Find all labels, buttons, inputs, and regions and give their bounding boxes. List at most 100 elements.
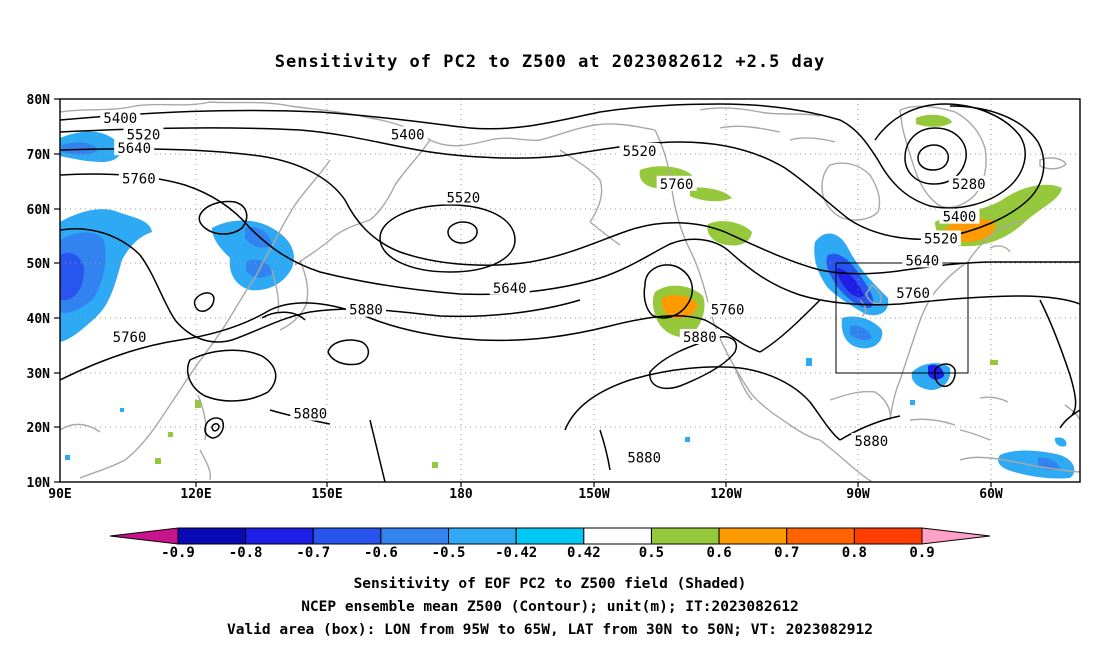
colorbar-under-arrow bbox=[109, 527, 179, 545]
lon-label: 90W bbox=[846, 487, 870, 502]
colorbar-tick-label: -0.9 bbox=[161, 545, 195, 561]
lon-label: 150W bbox=[578, 487, 609, 502]
lon-label: 120E bbox=[180, 487, 211, 502]
colorbar-tick-label: -0.5 bbox=[432, 545, 466, 561]
contour-label: 5640 bbox=[117, 141, 151, 157]
lat-ticks bbox=[54, 98, 60, 483]
lon-label: 90E bbox=[48, 487, 71, 502]
contour-label: 5880 bbox=[683, 330, 717, 346]
colorbar-tick-label: 0.8 bbox=[842, 545, 867, 561]
colorbar-cell bbox=[786, 527, 855, 545]
contour-label: 5280 bbox=[952, 177, 986, 193]
longitude-labels: 90E 120E 150E 180 150W 120W 90W 60W bbox=[48, 487, 1003, 502]
contour-label-bg bbox=[939, 208, 980, 224]
contour-label-bg bbox=[851, 432, 892, 448]
colorbar-cell bbox=[718, 527, 788, 545]
caption-line-1: Sensitivity of EOF PC2 to Z500 field (Sh… bbox=[354, 576, 747, 592]
map-frame bbox=[59, 98, 1081, 483]
contour-label: 5880 bbox=[349, 303, 383, 319]
lat-label: 80N bbox=[27, 93, 51, 108]
lon-label: 120W bbox=[710, 487, 741, 502]
colorbar-tick-label: 0.9 bbox=[909, 545, 934, 561]
colorbar-tick-label: -0.7 bbox=[296, 545, 330, 561]
colorbar-over-arrow bbox=[921, 527, 991, 545]
colorbar-cell bbox=[583, 527, 652, 545]
colorbar-cell bbox=[177, 527, 247, 545]
colorbar-cell bbox=[245, 527, 314, 545]
z500-contours bbox=[60, 103, 1080, 482]
contour-label: 5520 bbox=[447, 190, 481, 206]
contour-label-bg bbox=[114, 140, 155, 156]
lon-label: 60W bbox=[979, 487, 1003, 502]
caption-line-2: NCEP ensemble mean Z500 (Contour); unit(… bbox=[301, 599, 799, 615]
colorbar-cell bbox=[515, 527, 585, 545]
figure-title: Sensitivity of PC2 to Z500 at 2023082612… bbox=[275, 52, 826, 72]
colorbar-tick-label: 0.42 bbox=[567, 545, 601, 561]
colorbar-tick-label: -0.42 bbox=[495, 545, 537, 561]
contour-label: 5760 bbox=[711, 303, 745, 319]
lat-label: 10N bbox=[27, 476, 51, 491]
lat-label: 40N bbox=[27, 312, 51, 327]
contour-label-bg bbox=[123, 126, 164, 142]
contour-label: 5760 bbox=[896, 286, 930, 302]
colorbar-cell bbox=[312, 527, 382, 545]
contour-label-bg bbox=[387, 126, 428, 142]
contour-label: 5760 bbox=[113, 330, 147, 346]
colorbar-cell bbox=[448, 527, 517, 545]
contour-label: 5760 bbox=[122, 171, 156, 187]
colorbar-tick-label: -0.8 bbox=[229, 545, 263, 561]
contour-label-bg bbox=[656, 175, 697, 191]
colorbar-cell bbox=[853, 527, 923, 545]
contour-label: 5400 bbox=[943, 210, 977, 226]
lat-label: 30N bbox=[27, 367, 51, 382]
colorbar: -0.9 -0.8 -0.7 -0.6 -0.5 -0.42 0.42 0.5 0.6 0.7 0.… bbox=[109, 527, 991, 561]
contour-label-bg bbox=[443, 189, 484, 205]
contour-label: 5760 bbox=[660, 177, 694, 193]
contour-label-bg bbox=[489, 279, 530, 295]
contour-label: 5400 bbox=[103, 111, 137, 127]
contour-label-bg bbox=[619, 142, 660, 158]
contour-label-bg bbox=[346, 301, 386, 317]
contour-label-bg bbox=[679, 329, 720, 345]
contour-label-bg bbox=[109, 329, 150, 345]
contour-label: 5520 bbox=[623, 144, 657, 160]
contour-label: 5880 bbox=[855, 434, 889, 450]
contour-label-bg bbox=[893, 285, 934, 301]
contour-label-bg bbox=[920, 230, 961, 246]
contour-label: 5640 bbox=[906, 253, 940, 269]
colorbar-cell bbox=[650, 527, 720, 545]
colorbar-tick-label: 0.5 bbox=[639, 545, 664, 561]
contour-label: 5520 bbox=[924, 232, 958, 248]
contour-label-bg bbox=[624, 449, 665, 465]
contour-label: 5400 bbox=[391, 128, 425, 144]
lon-label: 180 bbox=[449, 487, 473, 502]
contour-label: 5880 bbox=[627, 450, 661, 466]
coastlines bbox=[60, 101, 1080, 482]
valid-area-box bbox=[835, 262, 969, 374]
contour-label: 5520 bbox=[127, 128, 161, 144]
caption: Sensitivity of EOF PC2 to Z500 field (Sh… bbox=[227, 576, 873, 638]
contour-label: 5640 bbox=[493, 281, 527, 297]
latitude-labels: 80N 70N 60N 50N 40N 30N 20N 10N bbox=[27, 93, 51, 491]
lat-label: 70N bbox=[27, 148, 51, 163]
colorbar-tick-label: -0.6 bbox=[364, 545, 398, 561]
contour-label: 5880 bbox=[294, 407, 328, 423]
lat-label: 20N bbox=[27, 421, 51, 436]
contour-label-bg bbox=[118, 170, 159, 186]
lat-label: 60N bbox=[27, 203, 51, 218]
contour-label-bg bbox=[100, 110, 141, 126]
sensitivity-shading bbox=[60, 114, 1075, 479]
colorbar-cell bbox=[380, 527, 450, 545]
lat-label: 50N bbox=[27, 257, 51, 272]
colorbar-tick-label: 0.6 bbox=[706, 545, 731, 561]
contour-label-bg bbox=[902, 252, 943, 268]
contour-label-bg bbox=[290, 405, 331, 421]
caption-line-3: Valid area (box): LON from 95W to 65W, L… bbox=[227, 622, 873, 638]
contour-label-bg bbox=[948, 175, 989, 191]
lon-label: 150E bbox=[311, 487, 342, 502]
lon-ticks bbox=[195, 482, 992, 487]
colorbar-tick-label: 0.7 bbox=[774, 545, 799, 561]
